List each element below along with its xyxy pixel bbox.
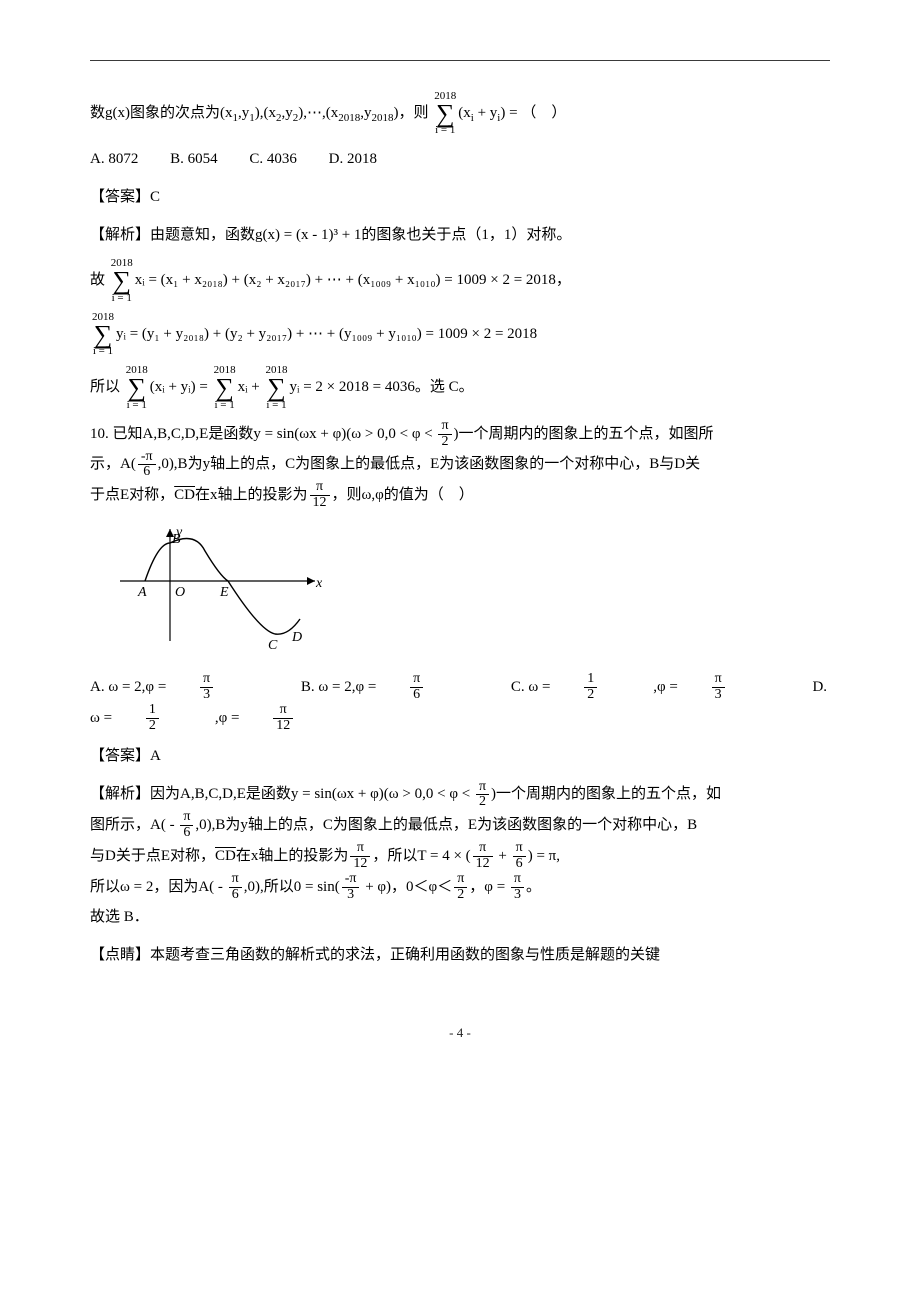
- q10-option-a: A. ω = 2,φ = π3: [90, 679, 269, 695]
- top-rule: [90, 60, 830, 61]
- svg-text:O: O: [175, 585, 185, 600]
- svg-text:x: x: [315, 576, 323, 591]
- q9-options: A. 8072 B. 6054 C. 4036 D. 2018: [90, 144, 830, 174]
- sigma-icon: 2018 ∑ i = 1: [266, 365, 288, 410]
- svg-text:E: E: [219, 585, 229, 600]
- svg-text:C: C: [268, 638, 278, 651]
- q9-analysis-sumy: 2018 ∑ i = 1 yᵢ = (y₁ + y₂₀₁₈) + (y₂ + y…: [90, 312, 830, 357]
- sigma-icon: 2018 ∑ i = 1: [126, 365, 148, 410]
- q10-options: A. ω = 2,φ = π3 B. ω = 2,φ = π6 C. ω = 1…: [90, 672, 830, 734]
- q9-analysis-1: 【解析】由题意知，函数g(x) = (x - 1)³ + 1的图象也关于点（1，…: [90, 220, 830, 250]
- vector-cd: CD: [174, 487, 195, 503]
- q9-option-d: D. 2018: [329, 151, 377, 167]
- svg-text:D: D: [291, 630, 302, 645]
- q9-answer: 【答案】C: [90, 182, 830, 212]
- q9-analysis-total: 所以 2018 ∑ i = 1 (xᵢ + yᵢ) = 2018 ∑ i = 1…: [90, 365, 830, 410]
- q10-number: 10.: [90, 426, 109, 442]
- q9-stem-prefix: 数g(x)图象的次点为(x: [90, 105, 233, 121]
- q9-option-a: A. 8072: [90, 151, 138, 167]
- q10-option-c: C. ω = 12,φ = π3: [511, 679, 781, 695]
- sigma-icon: 2018 ∑ i = 1: [214, 365, 236, 410]
- sigma-icon: 2018 ∑ i = 1: [92, 312, 114, 357]
- svg-text:A: A: [137, 585, 147, 600]
- sigma-icon: 2018 ∑ i = 1: [434, 91, 456, 136]
- vector-cd: CD: [215, 848, 236, 864]
- q9-option-c: C. 4036: [249, 151, 297, 167]
- page-number: - 4 -: [90, 1020, 830, 1046]
- q10-answer: 【答案】A: [90, 741, 830, 771]
- q9-stem-mid: ，则: [399, 105, 429, 121]
- q9-analysis-sumx: 故 2018 ∑ i = 1 xᵢ = (x₁ + x₂₀₁₈) + (x₂ +…: [90, 258, 830, 303]
- q9-option-b: B. 6054: [170, 151, 218, 167]
- q9-stem: 数g(x)图象的次点为(x1,y1),(x2,y2),⋯,(x2018,y201…: [90, 91, 830, 136]
- q10-option-b: B. ω = 2,φ = π6: [301, 679, 479, 695]
- q10-analysis: 【解析】因为A,B,C,D,E是函数y = sin(ωx + φ)(ω > 0,…: [90, 779, 830, 932]
- sine-graph: A B O E C D x y: [110, 521, 830, 662]
- svg-text:y: y: [174, 525, 183, 540]
- q10-stem: 10. 已知A,B,C,D,E是函数y = sin(ωx + φ)(ω > 0,…: [90, 419, 830, 511]
- sigma-icon: 2018 ∑ i = 1: [111, 258, 133, 303]
- q10-tip: 【点睛】本题考查三角函数的解析式的求法，正确利用函数的图象与性质是解题的关键: [90, 940, 830, 970]
